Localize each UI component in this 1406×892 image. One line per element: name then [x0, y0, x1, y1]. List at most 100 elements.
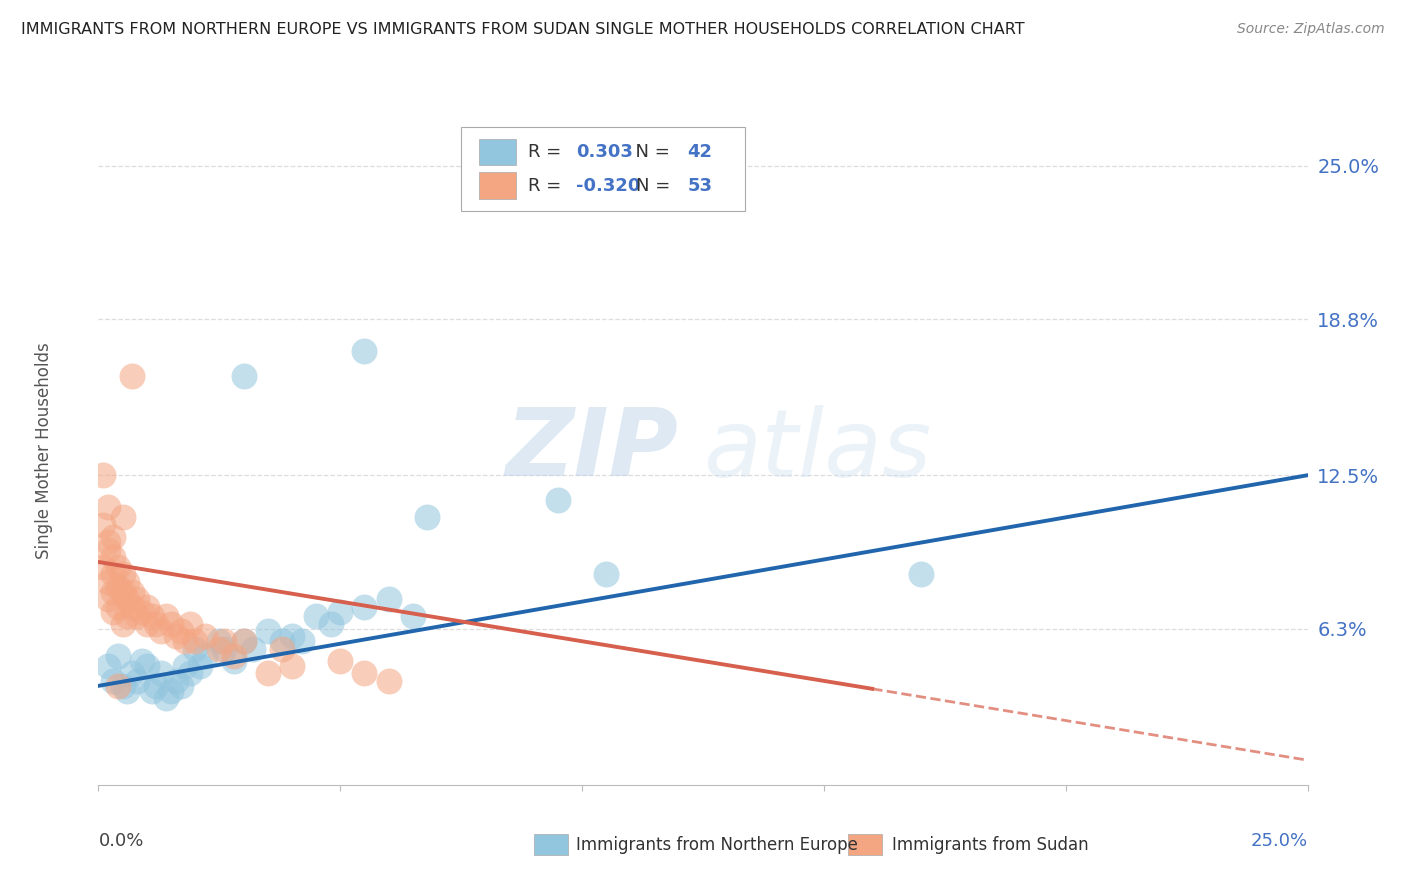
FancyBboxPatch shape — [461, 128, 745, 211]
Text: R =: R = — [527, 177, 567, 194]
Bar — [479, 139, 516, 166]
Point — [165, 673, 187, 688]
Bar — [534, 834, 568, 855]
Point — [179, 666, 201, 681]
Point — [101, 605, 124, 619]
Point — [97, 574, 120, 589]
Point — [135, 616, 157, 631]
Point — [107, 679, 129, 693]
Text: Immigrants from Northern Europe: Immigrants from Northern Europe — [576, 836, 858, 854]
Point — [377, 673, 399, 688]
Point — [174, 634, 197, 648]
Point — [160, 616, 183, 631]
Text: Source: ZipAtlas.com: Source: ZipAtlas.com — [1237, 22, 1385, 37]
Text: 25.0%: 25.0% — [1250, 831, 1308, 850]
Point — [107, 649, 129, 664]
Point — [101, 530, 124, 544]
Point — [127, 592, 149, 607]
Point — [271, 641, 294, 656]
Point — [111, 584, 134, 599]
Point — [222, 649, 245, 664]
Point — [155, 691, 177, 706]
Point — [91, 560, 114, 574]
Text: 42: 42 — [688, 143, 713, 161]
Point — [117, 609, 139, 624]
Point — [91, 468, 114, 483]
Point — [141, 683, 163, 698]
Point — [256, 666, 278, 681]
Point — [910, 567, 932, 582]
Point — [353, 666, 375, 681]
Point — [145, 679, 167, 693]
Bar — [479, 172, 516, 199]
Point — [232, 634, 254, 648]
Point — [150, 666, 173, 681]
Bar — [848, 834, 882, 855]
Point — [127, 609, 149, 624]
Point — [127, 673, 149, 688]
Point — [232, 369, 254, 384]
Point — [135, 599, 157, 614]
Point — [194, 649, 217, 664]
Point — [135, 659, 157, 673]
Text: 0.0%: 0.0% — [98, 831, 143, 850]
Point — [111, 567, 134, 582]
Point — [194, 629, 217, 643]
Point — [353, 344, 375, 359]
Point — [174, 659, 197, 673]
Point — [184, 641, 207, 656]
Point — [595, 567, 617, 582]
Point — [107, 560, 129, 574]
Text: atlas: atlas — [703, 405, 931, 496]
Point — [329, 605, 352, 619]
Text: Immigrants from Sudan: Immigrants from Sudan — [891, 836, 1088, 854]
Point — [222, 654, 245, 668]
Point — [101, 673, 124, 688]
Point — [101, 549, 124, 564]
Point — [353, 599, 375, 614]
Point — [145, 616, 167, 631]
Point — [281, 659, 304, 673]
Point — [150, 624, 173, 639]
Text: 53: 53 — [688, 177, 713, 194]
Text: Single Mother Households: Single Mother Households — [35, 343, 53, 558]
Point — [101, 567, 124, 582]
Point — [111, 510, 134, 524]
Point — [155, 609, 177, 624]
Point — [329, 654, 352, 668]
Point — [121, 666, 143, 681]
Point — [184, 634, 207, 648]
Point — [169, 624, 191, 639]
Point — [111, 616, 134, 631]
Point — [121, 584, 143, 599]
Point — [97, 535, 120, 549]
Point — [271, 634, 294, 648]
Point — [160, 683, 183, 698]
Text: IMMIGRANTS FROM NORTHERN EUROPE VS IMMIGRANTS FROM SUDAN SINGLE MOTHER HOUSEHOLD: IMMIGRANTS FROM NORTHERN EUROPE VS IMMIG… — [21, 22, 1025, 37]
Point — [281, 629, 304, 643]
Text: ZIP: ZIP — [506, 404, 679, 497]
Point — [97, 592, 120, 607]
Point — [416, 510, 439, 524]
Point — [117, 683, 139, 698]
Point — [131, 605, 153, 619]
Point — [165, 629, 187, 643]
Point — [141, 609, 163, 624]
Point — [111, 679, 134, 693]
Text: N =: N = — [624, 143, 676, 161]
Point — [208, 641, 231, 656]
Point — [242, 641, 264, 656]
Point — [188, 659, 211, 673]
Point — [212, 641, 235, 656]
Text: N =: N = — [637, 177, 676, 194]
Point — [107, 599, 129, 614]
Point — [212, 634, 235, 648]
Text: 0.303: 0.303 — [576, 143, 633, 161]
Point — [117, 574, 139, 589]
Point — [208, 634, 231, 648]
Point — [131, 654, 153, 668]
Point — [117, 592, 139, 607]
Point — [232, 634, 254, 648]
Point — [97, 500, 120, 515]
Point — [179, 616, 201, 631]
